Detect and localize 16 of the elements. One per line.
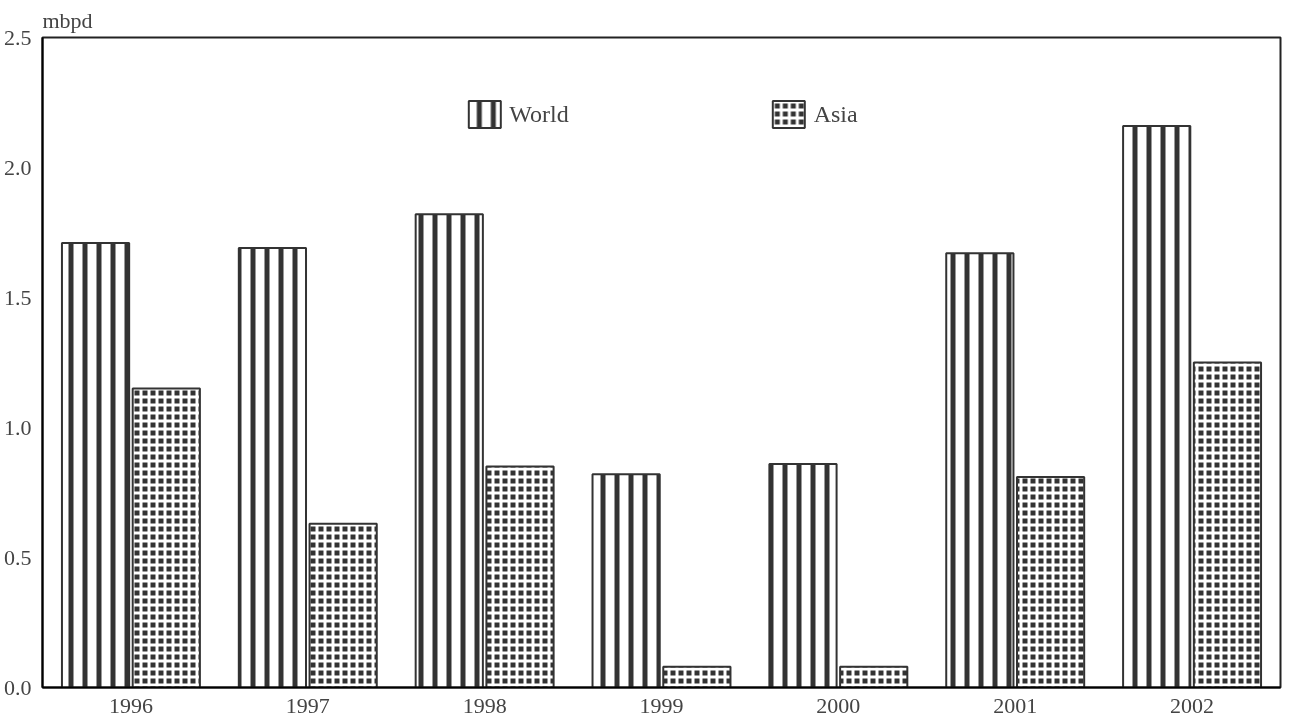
y-tick-label: 0.5 (4, 544, 32, 570)
y-axis-title: mbpd (42, 7, 93, 33)
legend-label: Asia (813, 100, 858, 128)
x-tick-label: 1996 (108, 692, 153, 718)
y-tick-label: 0.0 (4, 674, 32, 700)
y-tick-label: 1.5 (4, 284, 32, 310)
x-tick-label: 1997 (285, 692, 330, 718)
y-tick-label: 2.0 (4, 154, 32, 180)
legend-label: World (509, 100, 569, 128)
x-tick-label: 2001 (993, 692, 1038, 718)
x-tick-label: 2002 (1170, 692, 1215, 718)
x-tick-label: 1998 (462, 692, 507, 718)
x-tick-label: 1999 (639, 692, 684, 718)
y-tick-label: 2.5 (4, 24, 32, 50)
y-tick-label: 1.0 (4, 414, 32, 440)
x-tick-label: 2000 (816, 692, 861, 718)
